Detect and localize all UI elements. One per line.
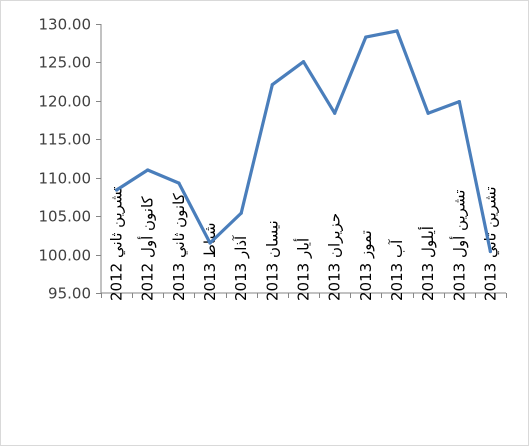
x-tick-label: أيار 2013 xyxy=(294,238,313,301)
data-point xyxy=(270,83,274,87)
x-tick-label: تشرين ثاني 2013 xyxy=(481,186,500,301)
y-tick-label: 95.00 xyxy=(48,285,91,303)
data-point xyxy=(239,211,243,215)
x-tick-label: آذار 2013 xyxy=(232,235,250,301)
x-tick-label: كانون ثاني 2013 xyxy=(170,192,189,301)
data-point xyxy=(115,188,119,192)
y-tick-label: 100.00 xyxy=(39,247,92,265)
y-axis-tick-labels: 95.00 100.00 105.00 110.00 115.00 120.00 125.0… xyxy=(39,16,92,303)
data-point xyxy=(333,111,337,115)
data-point xyxy=(177,181,181,185)
y-tick-label: 125.00 xyxy=(39,54,92,72)
x-tick-label: آب 2013 xyxy=(388,239,406,301)
x-tick-label: تشرين ثاني 2012 xyxy=(108,186,127,301)
y-tick-label: 115.00 xyxy=(39,131,92,149)
x-tick-label: حزيران 2013 xyxy=(326,213,344,301)
data-point xyxy=(457,100,461,104)
y-tick-label: 110.00 xyxy=(39,170,92,188)
data-point xyxy=(488,249,492,254)
y-tick-label: 130.00 xyxy=(39,16,92,34)
data-point xyxy=(364,35,368,39)
data-point xyxy=(301,60,306,64)
x-axis-tick-labels: تشرين ثاني 2012 كانون أول 2012 كانون ثاني … xyxy=(108,186,501,301)
series-group xyxy=(114,29,492,254)
data-point xyxy=(426,111,430,115)
data-point xyxy=(208,241,212,245)
data-point xyxy=(395,29,399,33)
x-tick-label: تشرين أول 2013 xyxy=(449,190,468,301)
axes xyxy=(96,24,507,298)
x-tick-label: تموز 2013 xyxy=(357,230,375,301)
data-point xyxy=(146,168,150,172)
x-tick-label: نيسان 2013 xyxy=(263,220,281,301)
y-tick-label: 105.00 xyxy=(39,208,92,226)
x-tick-label: أيلول 2013 xyxy=(418,226,437,301)
x-tick-label: شباط 2013 xyxy=(201,223,219,301)
y-tick-label: 120.00 xyxy=(39,93,92,111)
x-tick-label: كانون أول 2012 xyxy=(138,195,157,301)
